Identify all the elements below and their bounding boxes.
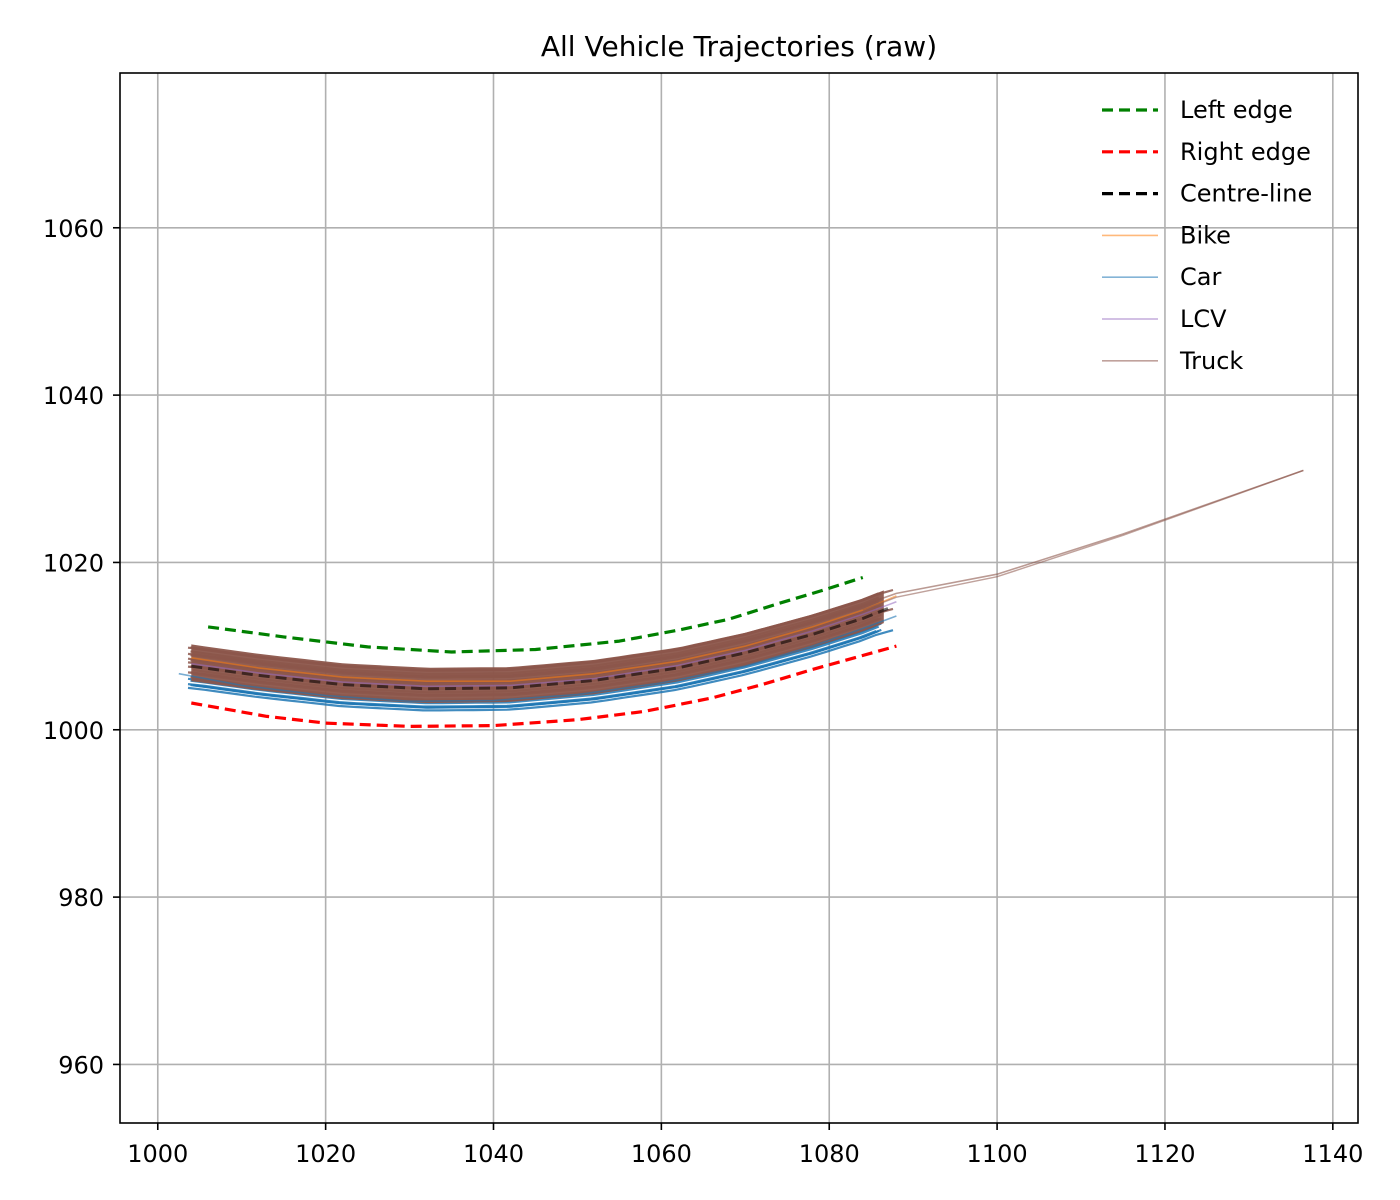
legend-label: Centre-line — [1180, 180, 1312, 208]
x-tick-label: 1100 — [967, 1140, 1028, 1168]
y-axis-ticks: 960 980 1000 1020 1040 1060 — [43, 215, 120, 1079]
y-tick-label: 960 — [58, 1051, 104, 1079]
legend: Left edge Right edge Centre-line Bike Car LCV… — [1102, 96, 1312, 375]
series-lines — [178, 469, 1304, 729]
series-line-right-edge — [191, 644, 897, 729]
series-line-bike — [191, 595, 897, 683]
legend-label: Bike — [1180, 221, 1231, 249]
chart-title: All Vehicle Trajectories (raw) — [541, 30, 937, 63]
y-tick-label: 980 — [58, 884, 104, 912]
x-tick-label: 1060 — [631, 1140, 692, 1168]
grid-lines — [120, 73, 1358, 1123]
y-tick-label: 1060 — [43, 215, 104, 243]
plot-frame — [119, 72, 1359, 1124]
x-tick-label: 1020 — [295, 1140, 356, 1168]
x-tick-label: 1040 — [463, 1140, 524, 1168]
y-tick-label: 1020 — [43, 549, 104, 577]
series-line-truck — [191, 469, 1304, 678]
series-line-truck-outlier — [862, 469, 1304, 611]
legend-label: Right edge — [1180, 138, 1311, 166]
legend-label: LCV — [1180, 305, 1227, 333]
series-line-left-edge — [207, 575, 864, 654]
series-line-car — [178, 615, 897, 703]
x-axis-ticks: 1000 1020 1040 1060 1080 1100 1120 1140 — [127, 1123, 1363, 1168]
y-tick-label: 1040 — [43, 382, 104, 410]
legend-label: Car — [1180, 263, 1221, 291]
truck-trajectory-band — [191, 590, 884, 704]
x-tick-label: 1080 — [799, 1140, 860, 1168]
x-tick-label: 1000 — [127, 1140, 188, 1168]
legend-label: Left edge — [1180, 96, 1293, 124]
trajectory-trace — [187, 629, 877, 708]
trajectory-trace — [187, 629, 894, 712]
y-tick-label: 1000 — [43, 717, 104, 745]
x-tick-label: 1120 — [1134, 1140, 1195, 1168]
legend-label: Truck — [1179, 347, 1243, 375]
x-tick-label: 1140 — [1302, 1140, 1363, 1168]
series-line-lcv — [191, 601, 897, 688]
series-line-centre-line — [191, 607, 889, 691]
